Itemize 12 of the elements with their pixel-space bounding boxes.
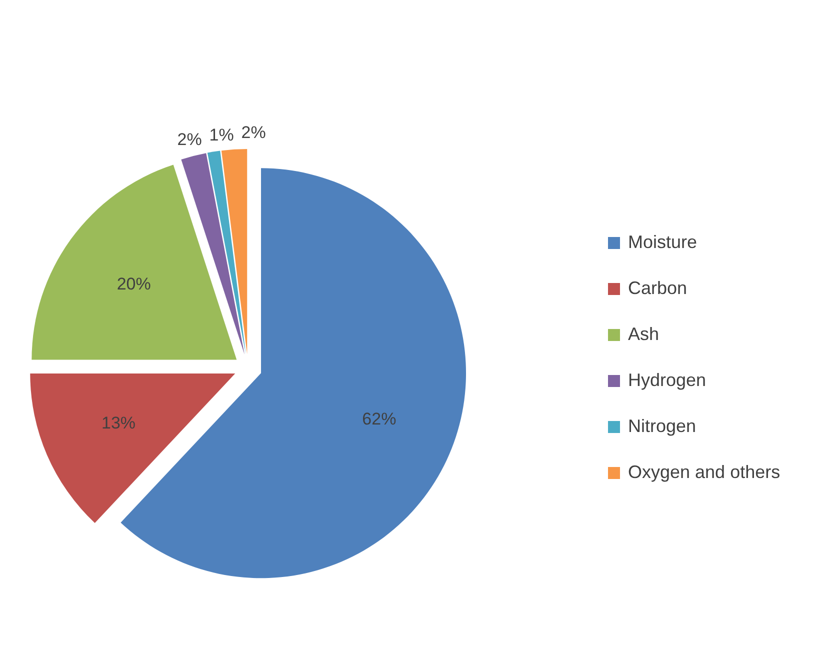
legend-label: Ash bbox=[628, 324, 660, 344]
data-label: 2% bbox=[241, 122, 266, 142]
data-label: 13% bbox=[101, 414, 136, 433]
data-label: 20% bbox=[116, 274, 151, 294]
legend-label: Nitrogen bbox=[628, 416, 696, 436]
data-label: 62% bbox=[362, 409, 396, 428]
legend-label: Hydrogen bbox=[628, 370, 706, 390]
data-label: 2% bbox=[177, 130, 202, 149]
data-label: 1% bbox=[209, 125, 234, 144]
legend-label: Carbon bbox=[628, 278, 688, 298]
legend-label: Moisture bbox=[628, 232, 698, 252]
legend-label: Oxygen and others bbox=[628, 462, 780, 482]
